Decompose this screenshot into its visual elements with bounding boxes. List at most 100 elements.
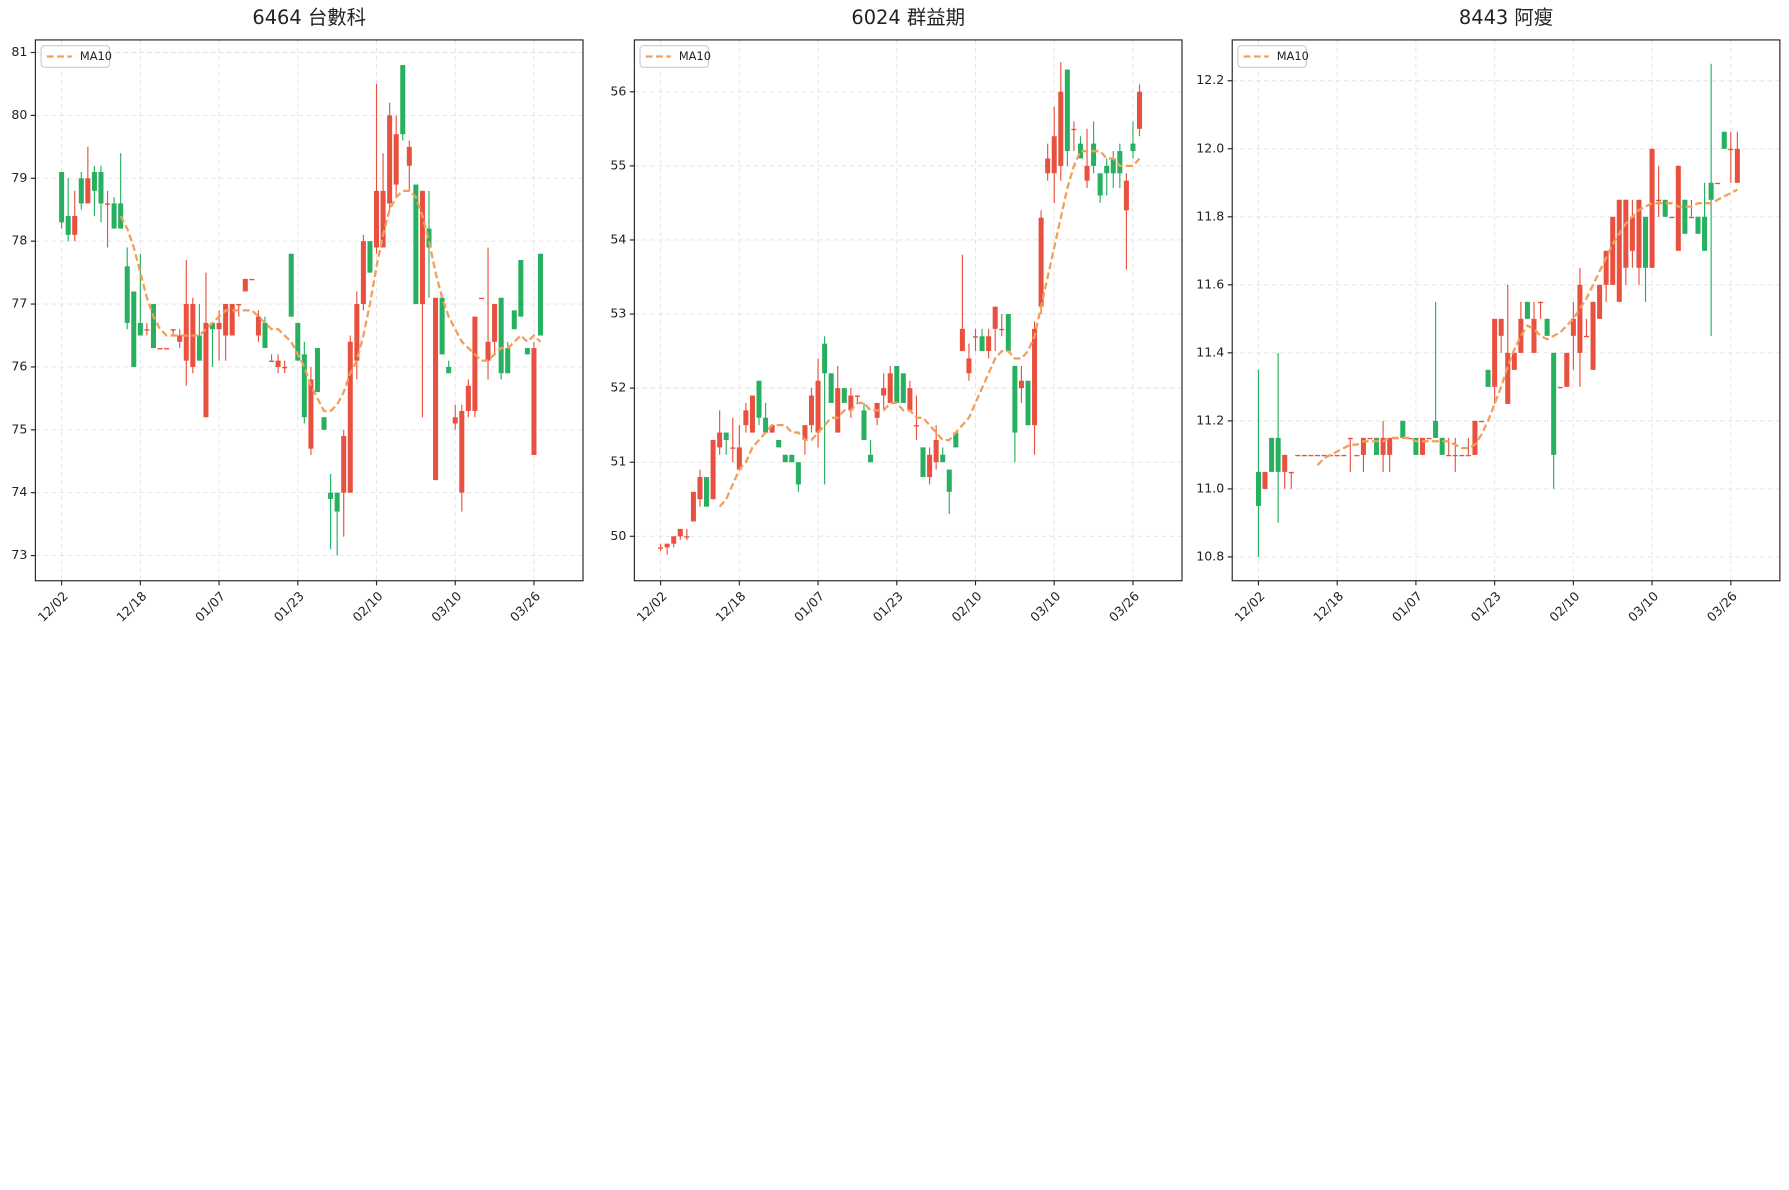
candle-body [992,306,998,329]
candle-body [1524,301,1530,319]
candle-body [946,469,952,492]
candle-body [150,304,156,349]
candle-body [59,171,65,223]
candle-body [511,310,517,330]
candle-body [249,278,255,281]
candle-body [999,328,1005,331]
candle-body [1688,216,1694,219]
x-tick-label: 01/23 [1468,588,1504,624]
y-tick-label: 77 [11,296,27,311]
candle-body [269,360,275,363]
x-tick-label: 01/07 [192,588,228,624]
candle-body [690,491,696,522]
candle-body [426,228,432,248]
candle-body [65,216,71,235]
candle-body [203,322,209,418]
candle-body [1360,437,1366,455]
y-tick-label: 11.6 [1196,276,1224,291]
x-tick-label: 02/10 [1546,588,1582,624]
candle-body [835,388,841,433]
x-tick-label: 02/10 [948,588,984,624]
candle-body [1288,471,1294,474]
candle-body [288,253,294,317]
candle-body [1130,143,1136,152]
candle-body [979,336,985,352]
legend-box [639,45,710,68]
candle-body [1426,437,1432,440]
candle-body [1472,420,1478,455]
candle-body [822,343,828,374]
candle-body [953,432,959,448]
x-tick-label: 12/02 [35,588,71,624]
y-tick-label: 52 [610,380,626,395]
candle-body [1038,217,1044,307]
candle-body [413,184,419,305]
candle-body [111,203,117,229]
candle-body [1603,250,1609,285]
candle-body [1675,165,1681,251]
candle-body [255,316,261,336]
candle-body [1505,352,1511,404]
plot-frame [34,39,584,582]
candle-body [1695,216,1701,234]
candle-body [664,543,670,548]
y-tick-label: 55 [610,157,626,172]
candle-body [940,454,946,463]
candle-body [848,395,854,411]
candle-body [367,241,373,273]
x-tick-label: 12/18 [712,588,748,624]
candle-body [492,304,498,342]
candle-body [1616,199,1622,302]
candle-body [531,348,537,455]
candle-body [538,253,544,336]
candle-body [78,178,84,204]
candle-body [1269,437,1275,472]
candle-body [1045,158,1051,174]
candle-body [485,341,491,361]
candle-body [789,454,795,463]
candle-body [1629,216,1635,251]
candle-body [795,462,801,485]
candle-body [1005,314,1011,352]
candle-body [1367,437,1373,440]
candle-body [769,425,775,433]
candle-body [137,322,143,336]
candle-body [472,316,478,411]
candle-body [1459,454,1465,457]
x-tick-label: 02/10 [349,588,385,624]
candle-body [684,536,690,538]
y-tick-label: 11.4 [1196,344,1224,359]
x-tick-label: 12/18 [1310,588,1346,624]
legend-label: MA10 [1277,49,1309,63]
candle-body [776,439,782,448]
legend-label: MA10 [679,49,711,63]
x-tick-label: 12/18 [113,588,149,624]
candle-body [736,447,742,470]
candle-body [1636,199,1642,268]
candle-body [105,203,111,205]
y-tick-label: 53 [610,306,626,321]
candle-body [756,380,762,418]
y-tick-label: 10.8 [1196,548,1224,563]
x-tick-label: 03/26 [1106,588,1142,624]
candle-body [85,178,91,204]
candle-body [236,304,242,306]
candle-body [1465,454,1471,457]
candle-body [920,447,926,478]
candle-body [881,388,887,396]
candle-body [1623,199,1629,268]
candle-body [1123,180,1129,211]
candle-body [328,492,334,499]
candle-body [1104,165,1110,174]
legend-box [40,45,111,68]
candle-body [518,260,524,317]
candle-body [1518,318,1524,353]
candle-body [393,134,399,185]
candle-body [1334,454,1340,457]
candle-body [933,439,939,463]
candle-body [717,432,723,448]
candle-body [658,547,664,549]
candle-body [704,477,710,507]
chart-title: 6464 台數科 [252,6,366,29]
